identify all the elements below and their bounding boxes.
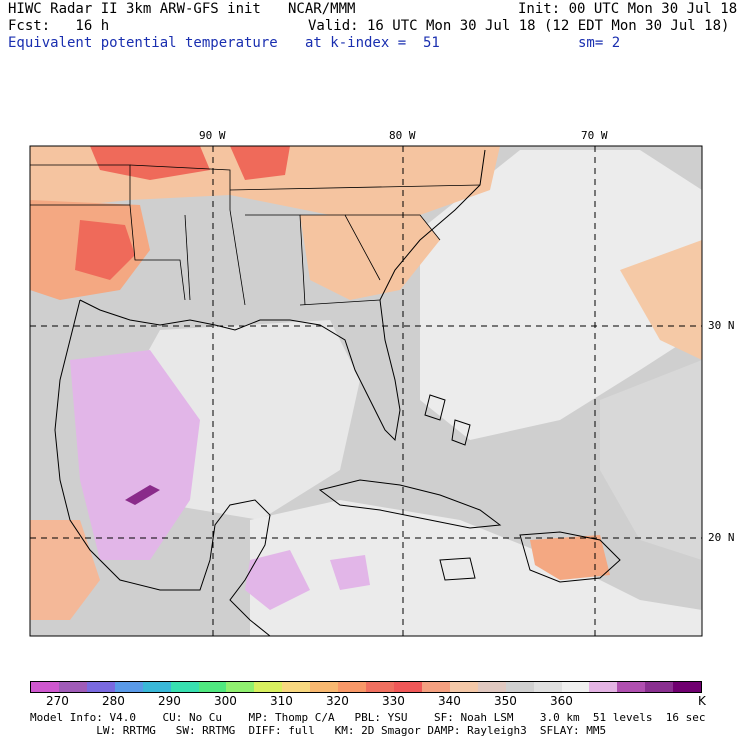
colorbar-swatch [114,682,143,692]
colorbar-swatch [505,682,534,692]
colorbar-swatch [142,682,171,692]
lat-label-20n: 20 N [708,531,735,544]
colorbar-swatch [282,682,311,692]
warm-hispaniola [530,535,610,580]
map-frame [29,145,703,637]
title-center: NCAR/MMM [288,1,356,17]
colorbar-swatch [58,682,87,692]
colorbar-swatch [645,682,674,692]
coastlines [54,149,621,636]
warm-southeast [300,215,440,300]
hot-oklahoma [75,220,135,280]
state-borders [30,164,481,306]
colorbar-tick-label: 300 [214,694,237,708]
lat-label-30n: 30 N [708,319,735,332]
colorbar-tick-label: 360 [550,694,573,708]
colorbar-tick-label: 290 [158,694,181,708]
model-info-line1: Model Info: V4.0 CU: No Cu MP: Thomp C/A… [30,711,706,724]
warm-east-ocean [620,240,702,360]
colorbar-swatch [477,682,506,692]
colorbar-swatch [533,682,562,692]
atlantic-light-region [420,150,702,440]
field-name: Equivalent potential temperature [8,35,278,51]
warm-mexico [30,520,100,620]
caribbean-light-region [250,500,702,636]
colorbar-swatch [86,682,115,692]
hot-north [90,146,210,180]
colorbar-tick-label: 320 [326,694,349,708]
colorbar [30,681,702,693]
valid-time: Valid: 16 UTC Mon 30 Jul 18 (12 EDT Mon … [308,18,730,34]
colorbar-unit: K [698,694,706,708]
lon-label-70w: 70 W [581,129,608,142]
purple-patch-2 [330,555,370,590]
colorbar-swatch [226,682,255,692]
shaded-field [30,146,702,636]
colorbar-swatch [449,682,478,692]
colorbar-swatch [617,682,646,692]
colorbar-tick-label: 310 [270,694,293,708]
smoothing: sm= 2 [578,35,621,51]
colorbar-tick-label: 270 [46,694,69,708]
forecast-hour: Fcst: 16 h [8,18,110,34]
east-ocean-mid [600,360,702,560]
colorbar-swatch [421,682,450,692]
deep-purple-streak [125,485,160,505]
colorbar-swatch [31,682,59,692]
purple-gulf [70,350,200,560]
colorbar-tick-label: 350 [494,694,517,708]
lon-label-90w: 90 W [199,129,226,142]
colorbar-tick-label: 280 [102,694,125,708]
colorbar-swatch [254,682,283,692]
init-time: Init: 00 UTC Mon 30 Jul 18 [518,1,738,17]
title-left: HIWC Radar II 3km ARW-GFS init [8,1,261,17]
colorbar-tick-label: 330 [382,694,405,708]
colorbar-swatch [673,682,702,692]
colorbar-swatch [393,682,422,692]
colorbar-swatch [589,682,618,692]
colorbar-swatch [561,682,590,692]
graticule [30,146,702,636]
colorbar-swatch [338,682,367,692]
level-index: at k-index = 51 [305,35,440,51]
model-info-line2: LW: RRTMG SW: RRTMG DIFF: full KM: 2D Sm… [30,724,607,737]
colorbar-swatch [310,682,339,692]
lon-label-80w: 80 W [389,129,416,142]
purple-caribbean [245,550,310,610]
colorbar-swatch [170,682,199,692]
colorbar-swatch [198,682,227,692]
colorbar-swatch [366,682,394,692]
hot-north-2 [230,146,290,180]
colorbar-tick-label: 340 [438,694,461,708]
